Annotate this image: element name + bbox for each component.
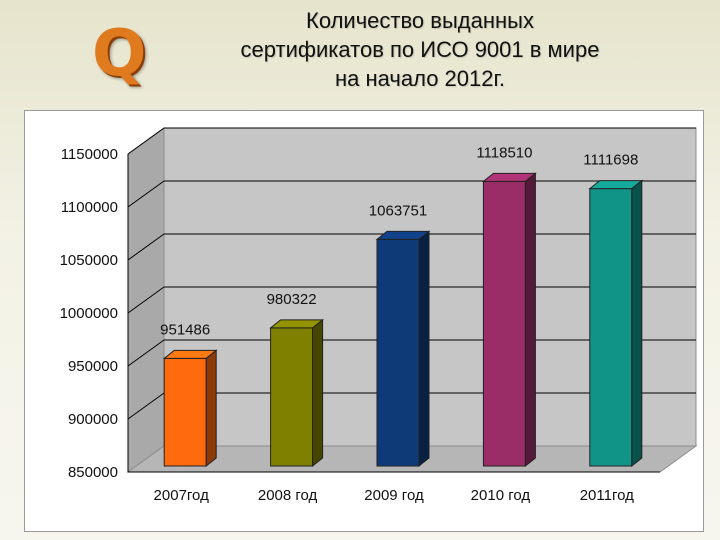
gridline-side [127, 286, 165, 314]
q-logo-icon: Q [92, 17, 147, 91]
page-title: Количество выданных сертификатов по ИСО … [160, 6, 680, 93]
gridline-side [127, 233, 165, 261]
x-tick-label: 2011год [580, 487, 634, 504]
bar [482, 180, 526, 467]
bar [376, 238, 420, 467]
gridline-side [127, 180, 165, 208]
y-tick-label: 1150000 [61, 146, 118, 163]
bar [163, 357, 207, 467]
title-line-2: сертификатов по ИСО 9001 в мире [240, 37, 600, 62]
gridline-side [127, 392, 165, 420]
data-label: 980322 [267, 291, 317, 308]
x-tick-label: 2010 год [471, 487, 531, 504]
x-tick-label: 2009 год [364, 487, 424, 504]
y-tick-label: 900000 [68, 411, 118, 428]
x-tick-label: 2008 год [258, 487, 318, 504]
title-line-1: Количество выданных [306, 8, 534, 33]
bar-side [312, 318, 324, 468]
y-tick-label: 1100000 [61, 199, 118, 216]
gridline-side [127, 339, 165, 367]
bar [589, 188, 633, 467]
title-line-3: на начало 2012г. [335, 66, 505, 91]
y-tick-label: 950000 [68, 358, 118, 375]
data-label: 951486 [160, 321, 210, 338]
bar-side [631, 179, 643, 468]
x-tick-label: 2007год [154, 487, 210, 504]
y-tick-label: 1000000 [60, 305, 118, 322]
bar-side [418, 230, 430, 468]
data-label: 1111698 [583, 152, 638, 169]
data-label: 1063751 [369, 202, 427, 219]
y-tick-label: 1050000 [60, 252, 118, 269]
bar-side [524, 172, 536, 468]
data-label: 1118510 [476, 144, 532, 161]
bar [270, 327, 314, 467]
bar-side [205, 349, 217, 468]
y-tick-label: 850000 [68, 464, 118, 481]
gridline-side [127, 127, 165, 155]
